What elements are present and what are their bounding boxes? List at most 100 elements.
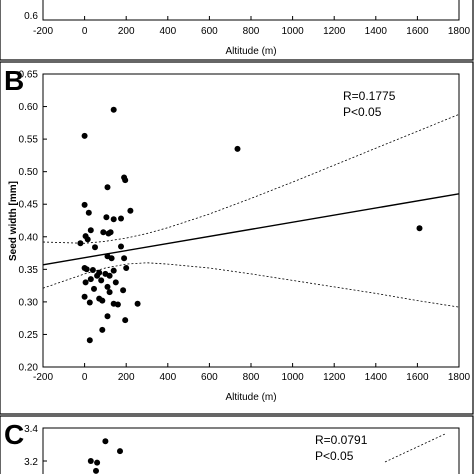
panel-c-r-value: R=0.0791	[315, 433, 368, 447]
panel-a: 0.6 -200 0 200 400 600 800 1000 1200 1400 1600 180…	[0, 0, 474, 61]
panel-b-data-point	[121, 255, 128, 262]
panel-c: C 3.4 3.2 R=0.0791 P<0.05	[0, 415, 474, 474]
panel-a-x-tick-label: 800	[243, 26, 260, 37]
panel-a-x-axis-label: Altitude (m)	[225, 46, 276, 57]
panel-b-data-point	[99, 326, 106, 333]
panel-b-x-tick-label: 1200	[323, 372, 346, 383]
panel-b-data-point	[104, 184, 111, 191]
panel-b-data-point	[82, 279, 89, 286]
panel-b-y-tick-label: 0.35	[19, 265, 39, 276]
panel-c-p-value: P<0.05	[315, 449, 354, 463]
panel-b-data-point	[92, 244, 98, 251]
panel-b-y-tick-label: 0.30	[19, 297, 39, 308]
panel-b-y-tick-label: 0.25	[19, 330, 39, 341]
panel-b-data-point	[123, 265, 130, 271]
panel-b-data-point	[122, 317, 129, 324]
panel-c-confidence-band-upper	[384, 433, 446, 463]
panel-c-data-point	[94, 459, 101, 466]
panel-b-data-point	[234, 145, 241, 152]
panel-a-y-tick-label: 0.6	[24, 11, 38, 22]
panel-b-y-tick-label: 0.65	[19, 70, 39, 81]
panel-b-data-point	[94, 272, 101, 279]
panel-b-data-point	[104, 313, 111, 320]
panel-b-y-ticks: 0.20 0.25 0.30 0.35 0.40 0.45 0.50 0.55 0.60 0.65	[19, 70, 47, 374]
panel-b-y-tick-label: 0.50	[19, 167, 39, 178]
panel-b-y-tick-label: 0.20	[19, 363, 39, 374]
panel-b-border	[0, 61, 474, 415]
panel-b-data-point	[110, 106, 117, 113]
panel-c-plot-frame	[42, 427, 460, 474]
panel-b-y-axis-label: Seed width [mm]	[8, 181, 19, 261]
panel-c-letter: C	[4, 419, 24, 450]
panel-b-data-point	[110, 216, 117, 223]
panel-a-x-tick-label: 200	[118, 26, 135, 37]
panel-a-x-tick-label: 400	[159, 26, 176, 37]
panel-b-confidence-band-lower	[42, 262, 460, 308]
panel-b-data-point	[416, 225, 423, 232]
panel-b-data-point	[103, 214, 110, 221]
panel-b-x-ticks: -200 0 200 400 600 800 1000 1200 1400 1600 1800	[33, 363, 471, 383]
panel-b-data-point	[120, 287, 127, 294]
panel-b-x-tick-label: 600	[201, 372, 218, 383]
panel-b-x-tick-label: 1400	[365, 372, 388, 383]
panel-b-data-point	[106, 289, 113, 296]
panel-b-data-point	[81, 201, 88, 208]
panel-b-points	[77, 106, 423, 344]
panel-c-data-point	[102, 438, 109, 445]
panel-b-x-tick-label: 400	[159, 372, 176, 383]
panel-b-x-tick-label: 0	[82, 372, 88, 383]
panel-b-data-point	[134, 300, 141, 307]
panel-b-p-value: P<0.05	[343, 105, 382, 119]
panel-b-regression	[42, 193, 460, 266]
panel-b-data-point	[112, 279, 119, 286]
panel-b-data-point	[77, 240, 84, 247]
panel-b-x-tick-label: 200	[118, 372, 135, 383]
panel-b-data-point	[110, 267, 117, 274]
panel-a-x-ticks: -200 0 200 400 600 800 1000 1200 1400 1600 1800	[33, 16, 471, 37]
panel-b-y-tick-label: 0.40	[19, 232, 39, 243]
panel-b-x-tick-label: -200	[33, 372, 53, 383]
panel-a-x-tick-label: -200	[33, 26, 53, 37]
panel-c-data-point	[117, 448, 123, 455]
panel-a-x-tick-label: 1600	[406, 26, 429, 37]
panel-b-data-point	[87, 276, 94, 283]
panel-b-letter: B	[4, 65, 24, 96]
panel-b-data-point	[99, 297, 106, 304]
panel-b-data-point	[91, 285, 97, 292]
panel-b-data-point	[122, 177, 129, 184]
panel-b-data-point	[118, 243, 124, 250]
panel-a-x-tick-label: 1200	[323, 26, 346, 37]
panel-a-border	[0, 0, 474, 61]
panel-c-y-tick-label: 3.4	[24, 424, 38, 435]
panel-b-x-axis-label: Altitude (m)	[225, 392, 276, 403]
panel-a-x-tick-label: 1400	[365, 26, 388, 37]
panel-b-r-value: R=0.1775	[343, 89, 396, 103]
panel-b-x-tick-label: 1000	[281, 372, 304, 383]
panel-c-data-point	[87, 458, 94, 464]
panel-b: B 0.200.250.300.350.400.450.500.550.600.…	[0, 61, 474, 415]
panel-a-x-tick-label: 1000	[281, 26, 304, 37]
panel-b-y-tick-label: 0.60	[19, 102, 39, 113]
panel-b-data-point	[83, 266, 90, 273]
panel-b-data-point	[85, 209, 92, 216]
panel-b-confidence-band	[42, 114, 460, 308]
panel-b-x-tick-label: 1800	[448, 372, 471, 383]
panel-b-y-tick-label: 0.55	[19, 135, 39, 146]
panel-b-data-point	[108, 255, 115, 262]
panel-c-points	[87, 438, 123, 474]
panel-c-y-tick-label: 3.2	[24, 457, 38, 468]
panel-b-data-point	[106, 272, 113, 279]
panel-b-data-point	[107, 229, 114, 236]
panel-b-data-point	[98, 277, 105, 284]
panel-b-data-point	[127, 207, 134, 214]
panel-a-x-tick-label: 1800	[448, 26, 471, 37]
panel-a-x-tick-label: 0	[82, 26, 88, 37]
panel-b-x-tick-label: 1600	[406, 372, 429, 383]
panel-b-data-point	[100, 229, 107, 236]
panel-b-confidence-band-upper	[42, 114, 460, 244]
panel-b-data-point	[89, 267, 96, 273]
panel-b-x-tick-label: 800	[243, 372, 260, 383]
panel-c-data-point	[93, 467, 99, 474]
